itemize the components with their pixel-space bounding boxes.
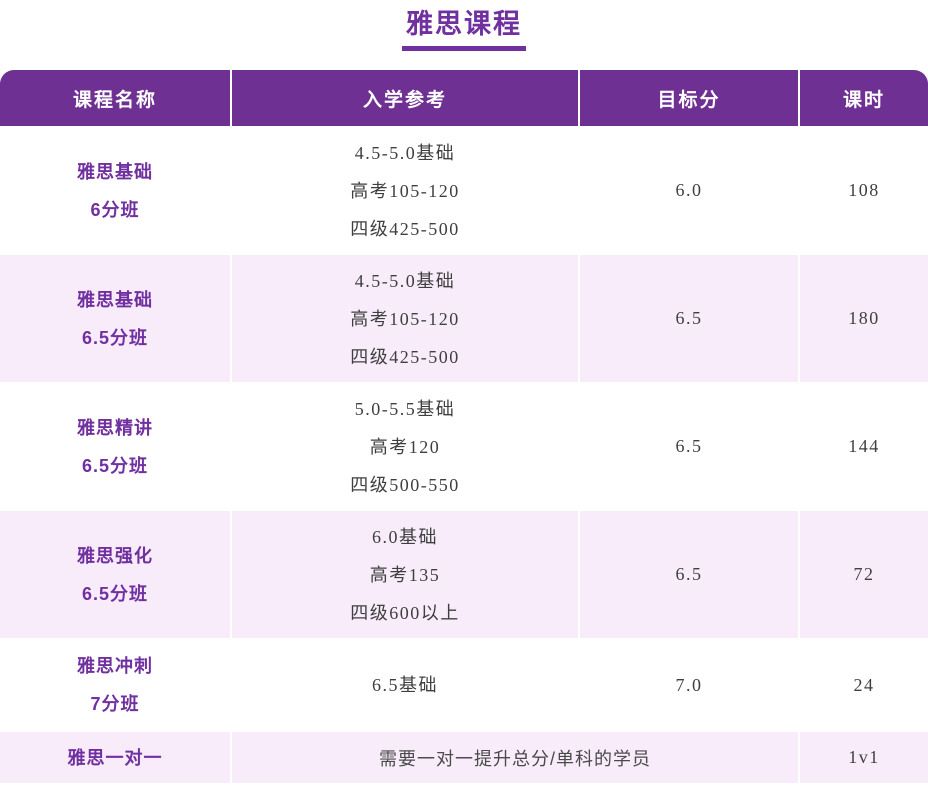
table-row: 雅思冲刺 7分班 6.5基础 7.0 24 xyxy=(0,639,928,731)
entry-line: 四级425-500 xyxy=(350,346,460,367)
course-name-line: 雅思冲刺 xyxy=(77,656,153,676)
entry-line: 四级500-550 xyxy=(350,474,460,495)
entry-line: 高考105-120 xyxy=(350,180,460,201)
course-name-cell: 雅思强化 6.5分班 xyxy=(0,511,230,638)
target-score-cell: 7.0 xyxy=(580,639,798,731)
course-name-line: 雅思基础 xyxy=(77,161,153,182)
header-cell-target-score: 目标分 xyxy=(580,70,798,126)
header-cell-entry-reference: 入学参考 xyxy=(232,70,578,126)
course-class-line: 6.5分班 xyxy=(81,455,149,476)
hours-cell: 72 xyxy=(800,511,928,638)
hours-cell: 108 xyxy=(800,127,928,254)
entry-line: 四级600以上 xyxy=(350,602,460,623)
entry-line: 6.0基础 xyxy=(372,526,438,547)
course-name-cell: 雅思精讲 6.5分班 xyxy=(0,383,230,510)
hours-cell: 24 xyxy=(800,639,928,731)
entry-line: 四级425-500 xyxy=(350,218,460,239)
entry-reference-cell: 4.5-5.0基础 高考105-120 四级425-500 xyxy=(232,127,578,254)
entry-reference-cell: 6.0基础 高考135 四级600以上 xyxy=(232,511,578,638)
course-class-line: 6.5分班 xyxy=(81,327,149,348)
course-name-cell: 雅思冲刺 7分班 xyxy=(0,639,230,731)
target-score-cell: 6.5 xyxy=(580,383,798,510)
table-row: 雅思基础 6分班 4.5-5.0基础 高考105-120 四级425-500 6… xyxy=(0,127,928,254)
entry-reference-merged-cell: 需要一对一提升总分/单科的学员 xyxy=(232,732,798,783)
entry-reference-cell: 6.5基础 xyxy=(232,639,578,731)
course-class-line: 6分班 xyxy=(90,199,140,220)
page-title: 雅思课程 xyxy=(402,8,526,52)
entry-reference-cell: 5.0-5.5基础 高考120 四级500-550 xyxy=(232,383,578,510)
entry-line: 5.0-5.5基础 xyxy=(354,398,456,419)
entry-line: 6.5基础 xyxy=(372,675,438,695)
entry-line: 4.5-5.0基础 xyxy=(354,142,456,163)
target-score-cell: 6.0 xyxy=(580,127,798,254)
header-cell-hours: 课时 xyxy=(800,70,928,126)
entry-line: 高考120 xyxy=(369,436,441,457)
course-name-cell: 雅思基础 6分班 xyxy=(0,127,230,254)
entry-reference-cell: 4.5-5.0基础 高考105-120 四级425-500 xyxy=(232,255,578,382)
entry-line: 高考135 xyxy=(369,564,441,585)
course-name-cell: 雅思一对一 xyxy=(0,732,230,783)
course-class-line: 7分班 xyxy=(90,694,140,714)
entry-line: 4.5-5.0基础 xyxy=(354,270,456,291)
target-score-cell: 6.5 xyxy=(580,511,798,638)
course-class-line: 6.5分班 xyxy=(81,583,149,604)
table-row: 雅思强化 6.5分班 6.0基础 高考135 四级600以上 6.5 72 xyxy=(0,511,928,638)
course-name-line: 雅思精讲 xyxy=(77,417,153,438)
course-name-line: 雅思一对一 xyxy=(67,747,163,768)
target-score-cell: 6.5 xyxy=(580,255,798,382)
table-row: 雅思精讲 6.5分班 5.0-5.5基础 高考120 四级500-550 6.5… xyxy=(0,383,928,510)
table-header-row: 课程名称 入学参考 目标分 课时 xyxy=(0,70,928,126)
table-row: 雅思基础 6.5分班 4.5-5.0基础 高考105-120 四级425-500… xyxy=(0,255,928,382)
hours-cell: 180 xyxy=(800,255,928,382)
course-name-line: 雅思基础 xyxy=(77,289,153,310)
courses-table: 课程名称 入学参考 目标分 课时 雅思基础 6分班 4.5-5.0基础 高考10… xyxy=(0,70,928,783)
page-title-wrap: 雅思课程 xyxy=(0,0,928,70)
course-name-line: 雅思强化 xyxy=(77,545,153,566)
hours-cell: 1v1 xyxy=(800,732,928,783)
entry-line: 高考105-120 xyxy=(350,308,460,329)
header-cell-course-name: 课程名称 xyxy=(0,70,230,126)
table-row: 雅思一对一 需要一对一提升总分/单科的学员 1v1 xyxy=(0,732,928,783)
hours-cell: 144 xyxy=(800,383,928,510)
course-name-cell: 雅思基础 6.5分班 xyxy=(0,255,230,382)
